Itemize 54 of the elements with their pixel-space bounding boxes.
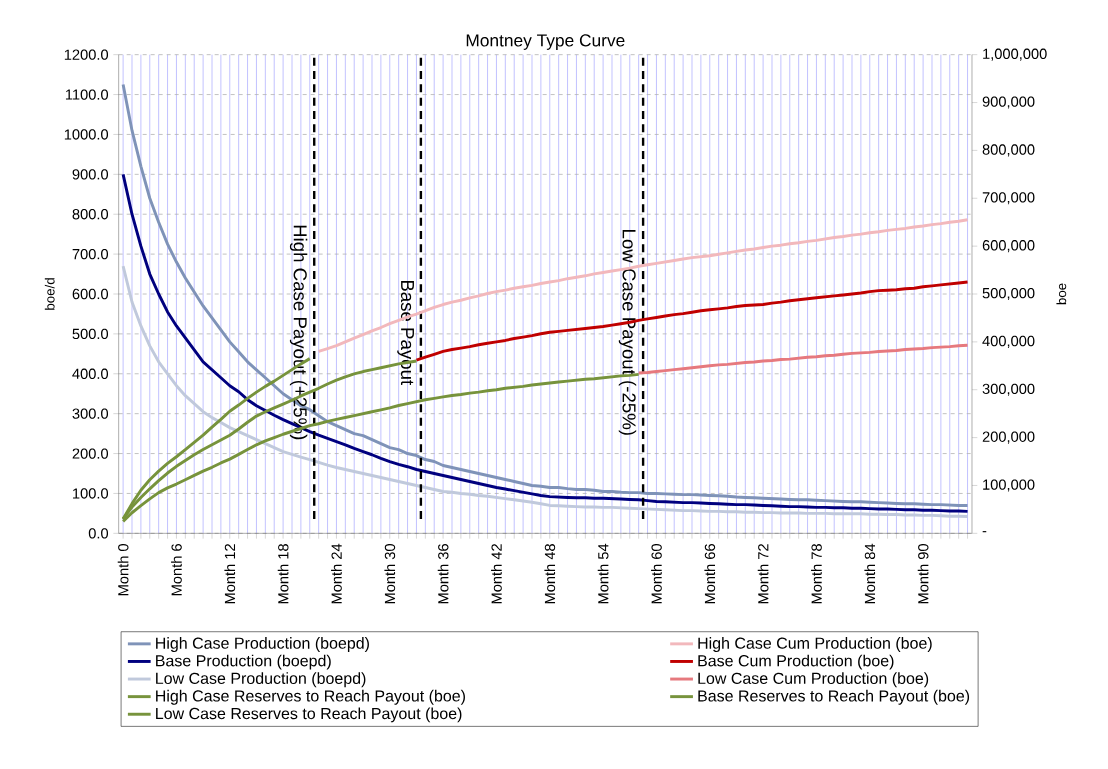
x-tick-label: Month 84 <box>864 543 876 604</box>
y-tick-label: 600.0 <box>72 288 109 300</box>
x-tick-label: Month 30 <box>384 543 396 604</box>
x-tick-label: Month 42 <box>491 544 502 604</box>
annotation: Base Payout <box>397 280 414 386</box>
x-tick-label: Month 12 <box>224 544 236 604</box>
x-tick-label: Month 18 <box>277 544 289 604</box>
y2-tick-label: 300,000 <box>982 383 1035 396</box>
x-tick-label: Month 24 <box>331 543 342 604</box>
x-tick-label: Month 72 <box>757 544 769 604</box>
legend-label: Low Case Production (boepd) <box>156 672 366 688</box>
x-tick-label: Month 60 <box>651 543 662 604</box>
y-tick-label: 1100.0 <box>65 89 109 100</box>
y2-axis-title: boe <box>1056 283 1067 305</box>
y2-tick-label: 100,000 <box>983 479 1035 492</box>
y2-tick-label: 800,000 <box>982 144 1035 157</box>
legend-label: Base Cum Production (boe) <box>698 654 894 670</box>
y-tick-label: 1200.0 <box>64 49 109 60</box>
y-tick-label: 700.0 <box>72 248 109 260</box>
y-tick-label: 400.0 <box>72 368 109 379</box>
legend-label: Low Case Cum Production (boe) <box>698 672 929 688</box>
y2-tick-label: 900,000 <box>982 96 1035 109</box>
legend-label: High Case Production (boepd) <box>156 637 369 652</box>
y-tick-label: 800.0 <box>72 209 109 220</box>
y-tick-label: 500.0 <box>72 328 109 340</box>
y-axis-title: boe/d <box>44 278 55 310</box>
x-tick-label: Month 0 <box>117 543 129 596</box>
y2-tick-label: 600,000 <box>982 240 1035 253</box>
annotation: Low Case Payout (-25%) <box>618 230 637 435</box>
x-tick-label: Month 36 <box>437 544 449 604</box>
y2-tick-label: 700,000 <box>982 192 1035 205</box>
legend-label: Low Case Reserves to Reach Payout (boe) <box>156 707 462 723</box>
y2-tick-label: 1,000,000 <box>983 48 1047 61</box>
chart-title: Montney Type Curve <box>466 34 625 50</box>
x-tick-label: Month 54 <box>597 543 609 604</box>
y2-tick-label: - <box>982 531 987 533</box>
x-tick-label: Month 78 <box>811 544 822 604</box>
y-tick-label: 1000.0 <box>64 129 109 140</box>
y2-tick-label: 400,000 <box>982 335 1035 348</box>
x-tick-label: Month 48 <box>544 544 556 604</box>
y-tick-label: 300.0 <box>72 408 109 419</box>
legend-label: High Case Reserves to Reach Payout (boe) <box>156 689 465 705</box>
legend-label: Base Reserves to Reach Payout (boe) <box>698 689 970 705</box>
y-tick-label: 900.0 <box>72 169 109 180</box>
y-tick-label: 200.0 <box>72 448 109 459</box>
x-tick-label: Month 90 <box>917 543 929 604</box>
x-tick-label: Month 66 <box>704 544 716 604</box>
legend-label: Base Production (boepd) <box>156 654 331 670</box>
x-tick-label: Month 6 <box>171 544 182 596</box>
y-tick-label: 0.0 <box>88 528 109 539</box>
y2-tick-label: 200,000 <box>982 431 1035 444</box>
legend-label: High Case Cum Production (boe) <box>698 637 932 652</box>
y2-tick-label: 500,000 <box>982 287 1035 301</box>
y-tick-label: 100.0 <box>73 488 109 499</box>
